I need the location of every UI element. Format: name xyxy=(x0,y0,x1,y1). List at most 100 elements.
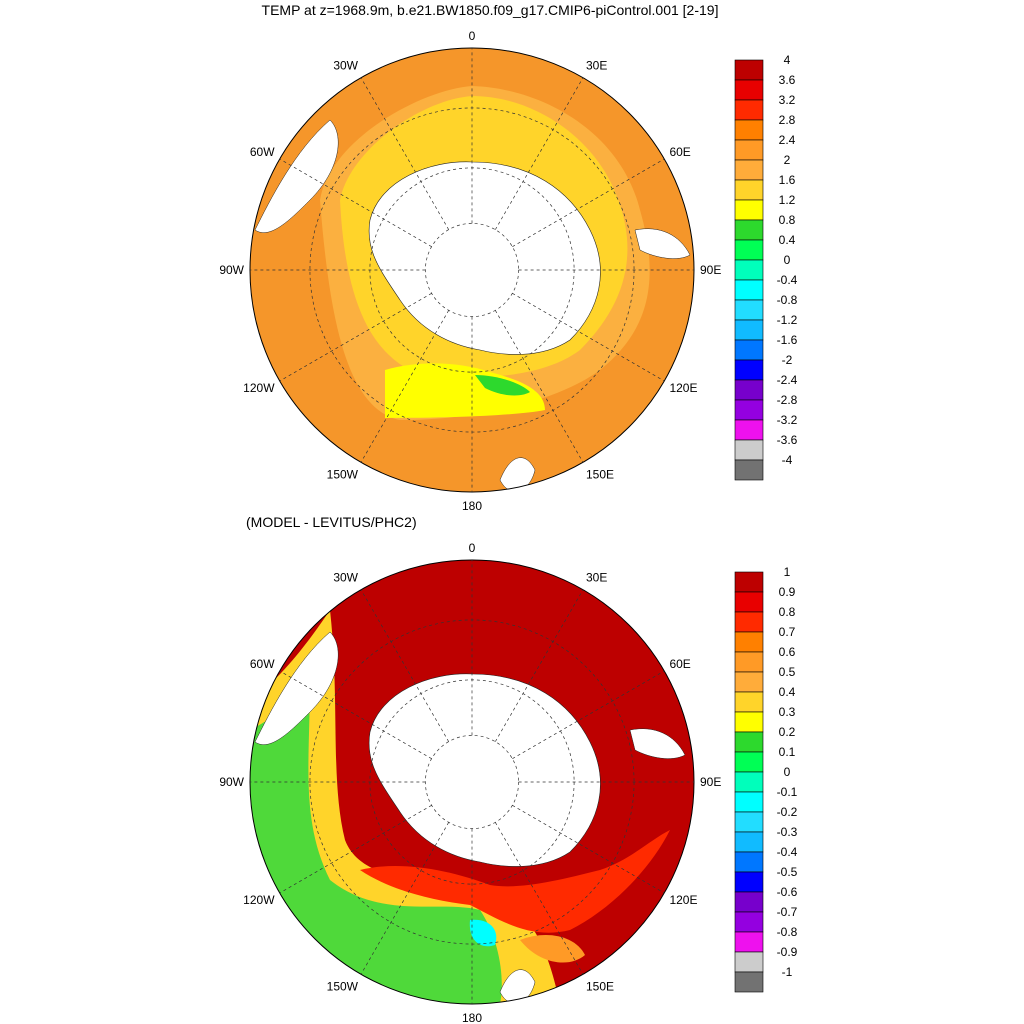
top-colorbar-label: 1.2 xyxy=(779,193,796,207)
top-lon-label: 0 xyxy=(469,29,476,43)
top-colorbar-label: 4 xyxy=(784,53,791,67)
bottom-cyan-patch xyxy=(469,919,497,947)
bottom-colorbar-label: -0.4 xyxy=(777,845,798,859)
bottom-map: 0 30E 60E 90E 120E 150E 180 150W 120W 90W 60W 30W xyxy=(219,541,721,1024)
top-colorbar-label: 0 xyxy=(784,253,791,267)
bottom-colorbar-swatch xyxy=(734,691,764,713)
top-meridian-line xyxy=(512,293,665,382)
bottom-colorbar-swatch xyxy=(734,571,764,593)
bottom-colorbar-label: 0.1 xyxy=(779,745,796,759)
bottom-colorbar-swatch xyxy=(734,771,764,793)
top-lon-label: 60W xyxy=(250,145,275,159)
top-colorbar-label: 2.8 xyxy=(779,113,796,127)
bottom-colorbar-label: 0.2 xyxy=(779,725,796,739)
bottom-colorbar-label: -0.1 xyxy=(777,785,798,799)
bottom-colorbar-swatch xyxy=(734,631,764,653)
bottom-kerguelen xyxy=(629,728,686,759)
top-colorbar-swatch xyxy=(734,139,764,161)
top-colorbar-swatch xyxy=(734,459,764,481)
top-colorbar-label: -3.6 xyxy=(777,433,798,447)
bottom-colorbar-swatch xyxy=(734,731,764,753)
bottom-colorbar-swatch xyxy=(734,791,764,813)
top-colorbar-swatch xyxy=(734,239,764,261)
bottom-lon-label: 30E xyxy=(586,571,607,585)
bottom-colorbar-swatch xyxy=(734,911,764,933)
bottom-colorbar-swatch xyxy=(734,931,764,953)
top-colorbar-swatch xyxy=(734,359,764,381)
top-colorbar-swatch xyxy=(734,319,764,341)
top-lon-label: 30E xyxy=(586,59,607,73)
top-colorbar-swatch xyxy=(734,299,764,321)
top-colorbar-swatch xyxy=(734,339,764,361)
top-colorbar-swatch xyxy=(734,179,764,201)
bottom-colorbar-label: 0.8 xyxy=(779,605,796,619)
bottom-meridian-line xyxy=(495,822,584,975)
top-colorbar-swatch xyxy=(734,59,764,81)
bottom-lon-label: 120W xyxy=(243,893,275,907)
top-colorbar-swatch xyxy=(734,259,764,281)
top-lon-label: 120W xyxy=(243,381,275,395)
top-colorbar-swatch xyxy=(734,399,764,421)
bottom-lon-label: 90W xyxy=(219,775,244,789)
top-colorbar-label: -2 xyxy=(782,353,793,367)
top-colorbar-swatch xyxy=(734,159,764,181)
bottom-map-title: (MODEL - LEVITUS/PHC2) xyxy=(246,514,417,530)
top-colorbar-label: 3.6 xyxy=(779,73,796,87)
bottom-meridian-line xyxy=(360,822,449,975)
bottom-lon-label: 150E xyxy=(586,979,614,993)
bottom-colorbar-swatch xyxy=(734,851,764,873)
top-colorbar-label: -1.6 xyxy=(777,333,798,347)
bottom-colorbar-label: 0.6 xyxy=(779,645,796,659)
bottom-colorbar-swatch xyxy=(734,751,764,773)
top-south-america xyxy=(254,119,339,233)
top-lon-label: 60E xyxy=(669,145,690,159)
bottom-lon-label: 0 xyxy=(469,541,476,555)
bottom-meridian-line xyxy=(495,589,584,742)
bottom-colorbar-swatch xyxy=(734,711,764,733)
bottom-colorbar-swatch xyxy=(734,811,764,833)
bottom-colorbar-label: -0.6 xyxy=(777,885,798,899)
bottom-colorbar-label: 0.3 xyxy=(779,705,796,719)
top-colorbar-label: -4 xyxy=(782,453,793,467)
bottom-colorbar-label: 0 xyxy=(784,765,791,779)
top-lon-label: 90E xyxy=(700,263,721,277)
bottom-colorbar-label: 0.7 xyxy=(779,625,796,639)
top-colorbar-label: 0.8 xyxy=(779,213,796,227)
bottom-colorbar-swatch xyxy=(734,951,764,973)
bottom-meridian-line xyxy=(279,670,432,759)
bottom-meridian-line xyxy=(279,805,432,894)
top-longitude-labels: 0 30E 60E 90E 120E 150E 180 150W 120W 90W 60W 30W xyxy=(219,29,721,513)
top-green-patch xyxy=(475,375,530,396)
bottom-colorbar-swatch xyxy=(734,871,764,893)
bottom-colorbar-label: -0.9 xyxy=(777,945,798,959)
bottom-colorbar-label: -0.7 xyxy=(777,905,798,919)
top-kerguelen xyxy=(634,228,691,259)
top-colorbar-swatch xyxy=(734,279,764,301)
top-graticule xyxy=(250,48,694,492)
top-colorbar-label: 3.2 xyxy=(779,93,796,107)
bottom-colorbar-label: -0.8 xyxy=(777,925,798,939)
top-colorbar-label: -2.4 xyxy=(777,373,798,387)
bottom-colorbar-swatch xyxy=(734,671,764,693)
top-meridian-line xyxy=(360,77,449,230)
top-colorbar-swatch xyxy=(734,119,764,141)
top-colorbar-label: 1.6 xyxy=(779,173,796,187)
bottom-colorbar-label: -1 xyxy=(782,965,793,979)
top-colorbar-label: 2.4 xyxy=(779,133,796,147)
bottom-south-america xyxy=(254,631,339,745)
bottom-meridian-line xyxy=(360,589,449,742)
top-meridian-line xyxy=(495,77,584,230)
top-meridian-line xyxy=(495,310,584,463)
top-lon-label: 30W xyxy=(333,59,358,73)
bottom-meridian-line xyxy=(512,670,665,759)
bottom-colorbar-swatch xyxy=(734,891,764,913)
top-colorbar-label: 2 xyxy=(784,153,791,167)
bottom-colorbar-label: 1 xyxy=(784,565,791,579)
bottom-lon-label: 90E xyxy=(700,775,721,789)
top-map: 0 30E 60E 90E 120E 150E 180 150W 120W 90W 60W 30W xyxy=(219,29,721,513)
bottom-lon-label: 150W xyxy=(327,979,359,993)
bottom-colorbar-label: -0.2 xyxy=(777,805,798,819)
bottom-lon-label: 60E xyxy=(669,657,690,671)
bottom-colorbar-swatch xyxy=(734,971,764,993)
bottom-lon-label: 60W xyxy=(250,657,275,671)
